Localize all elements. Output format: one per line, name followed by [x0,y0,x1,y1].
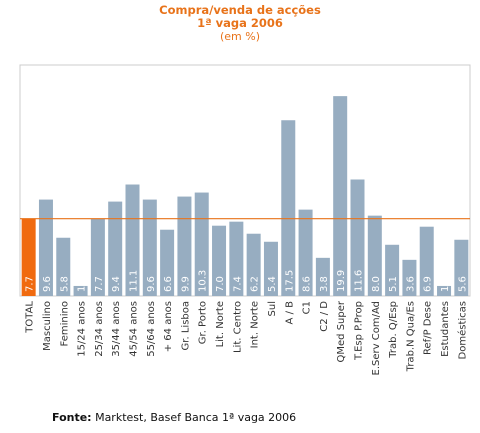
chart-unit-label: (em %) [219,30,260,43]
category-label-6: 45/54 anos [129,301,140,357]
category-label-9: Gr. Lisboa [180,301,191,350]
bar-22 [402,259,417,296]
value-label-5: 9.4 [111,276,122,292]
value-label-1: 9.6 [42,276,53,292]
value-label-10: 10.3 [198,270,209,292]
category-label-4: 25/34 anos [94,301,105,357]
source-text: Marktest, Basef Banca 1ª vaga 2006 [95,411,297,424]
bar-24 [437,285,452,296]
bar-9 [177,196,192,296]
value-label-6: 11.1 [129,270,140,292]
category-label-20: E.Serv Com/Ad [371,301,382,375]
value-label-24: 1.0 [440,276,451,292]
value-label-19: 11.6 [354,270,365,292]
bar-13 [246,233,261,296]
bar-11 [212,225,227,296]
bar-21 [385,244,400,296]
category-label-15: A / B [284,301,295,325]
category-label-23: Ref/P Dese [423,301,434,355]
category-label-3: 15/24 anos [77,301,88,357]
bar-19 [350,179,365,296]
bar-16 [298,209,313,296]
category-label-16: C1 [302,301,313,314]
bar-20 [367,215,382,296]
value-label-14: 5.4 [267,276,278,292]
value-label-0: 7.7 [25,276,36,292]
category-label-14: Sul [267,301,278,316]
category-label-22: Trab.N Qua/Es [405,301,416,372]
category-label-1: Masculino [42,301,53,351]
category-label-19: T.Esp P.Prop [354,301,365,361]
bar-8 [160,229,175,296]
category-label-25: Domésticas [456,301,468,359]
chart-title-block: Compra/venda de acções 1ª vaga 2006 (em … [0,3,480,44]
category-label-13: Int. Norte [250,301,261,348]
bar-2 [56,237,71,296]
bar-23 [419,226,434,296]
value-label-18: 19.9 [336,270,347,292]
value-label-4: 7.7 [94,276,105,292]
value-label-12: 7.4 [232,276,243,292]
category-label-7: 55/64 anos [146,301,157,357]
category-label-11: Lit. Norte [215,301,226,347]
value-label-20: 8.0 [371,276,382,292]
value-label-17: 3.8 [319,276,330,292]
bar-14 [263,241,278,296]
category-label-2: Feminino [59,301,70,346]
value-label-22: 3.6 [405,276,416,292]
category-label-17: C2 / D [319,301,330,332]
category-label-0: TOTAL [25,301,36,334]
bar-12 [229,221,244,296]
bar-0 [21,218,36,296]
category-label-24: Estudantes [440,301,451,357]
category-label-8: + 64 anos [163,301,174,352]
value-label-13: 6.2 [250,276,261,292]
value-label-16: 8.6 [302,276,313,292]
value-label-9: 9.9 [180,276,191,292]
bar-7 [142,199,157,296]
bar-17 [315,257,330,296]
value-label-11: 7.0 [215,276,226,292]
source-label: Fonte: [52,411,92,424]
bar-4 [90,218,105,296]
category-label-10: Gr. Porto [198,301,209,344]
bar-6 [125,184,140,296]
bar-5 [108,201,123,296]
chart-title: Compra/venda de acções [159,3,321,17]
value-label-7: 9.6 [146,276,157,292]
bar-3 [73,285,88,296]
category-label-21: Trab. Q/Esp [388,301,399,359]
value-label-8: 6.6 [163,276,174,292]
bar-1 [38,199,53,296]
source-footer: Fonte: Marktest, Basef Banca 1ª vaga 200… [52,411,296,424]
category-label-12: Lit. Centro [232,301,243,353]
category-label-5: 35/44 anos [111,301,122,357]
value-label-25: 5.6 [457,276,468,292]
bar-15 [281,120,296,296]
value-label-21: 5.1 [388,276,399,292]
bar-18 [333,96,348,296]
value-label-15: 17.5 [284,270,295,292]
chart-subtitle: 1ª vaga 2006 [197,16,283,30]
category-label-18: QMed Super [336,300,347,362]
value-label-2: 5.8 [59,276,70,292]
bar-25 [454,239,469,296]
value-label-23: 6.9 [423,276,434,292]
value-label-3: 1.0 [77,276,88,292]
